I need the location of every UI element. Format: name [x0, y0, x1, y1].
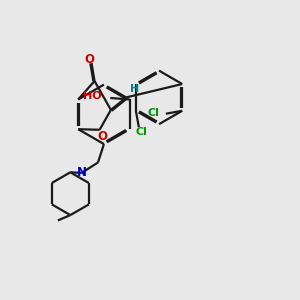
Text: Cl: Cl: [135, 128, 147, 137]
Text: O: O: [97, 130, 107, 143]
Text: Cl: Cl: [147, 108, 159, 118]
Text: O: O: [84, 53, 94, 66]
Text: H: H: [130, 84, 139, 94]
Text: N: N: [76, 167, 87, 179]
Text: HO: HO: [83, 91, 102, 101]
